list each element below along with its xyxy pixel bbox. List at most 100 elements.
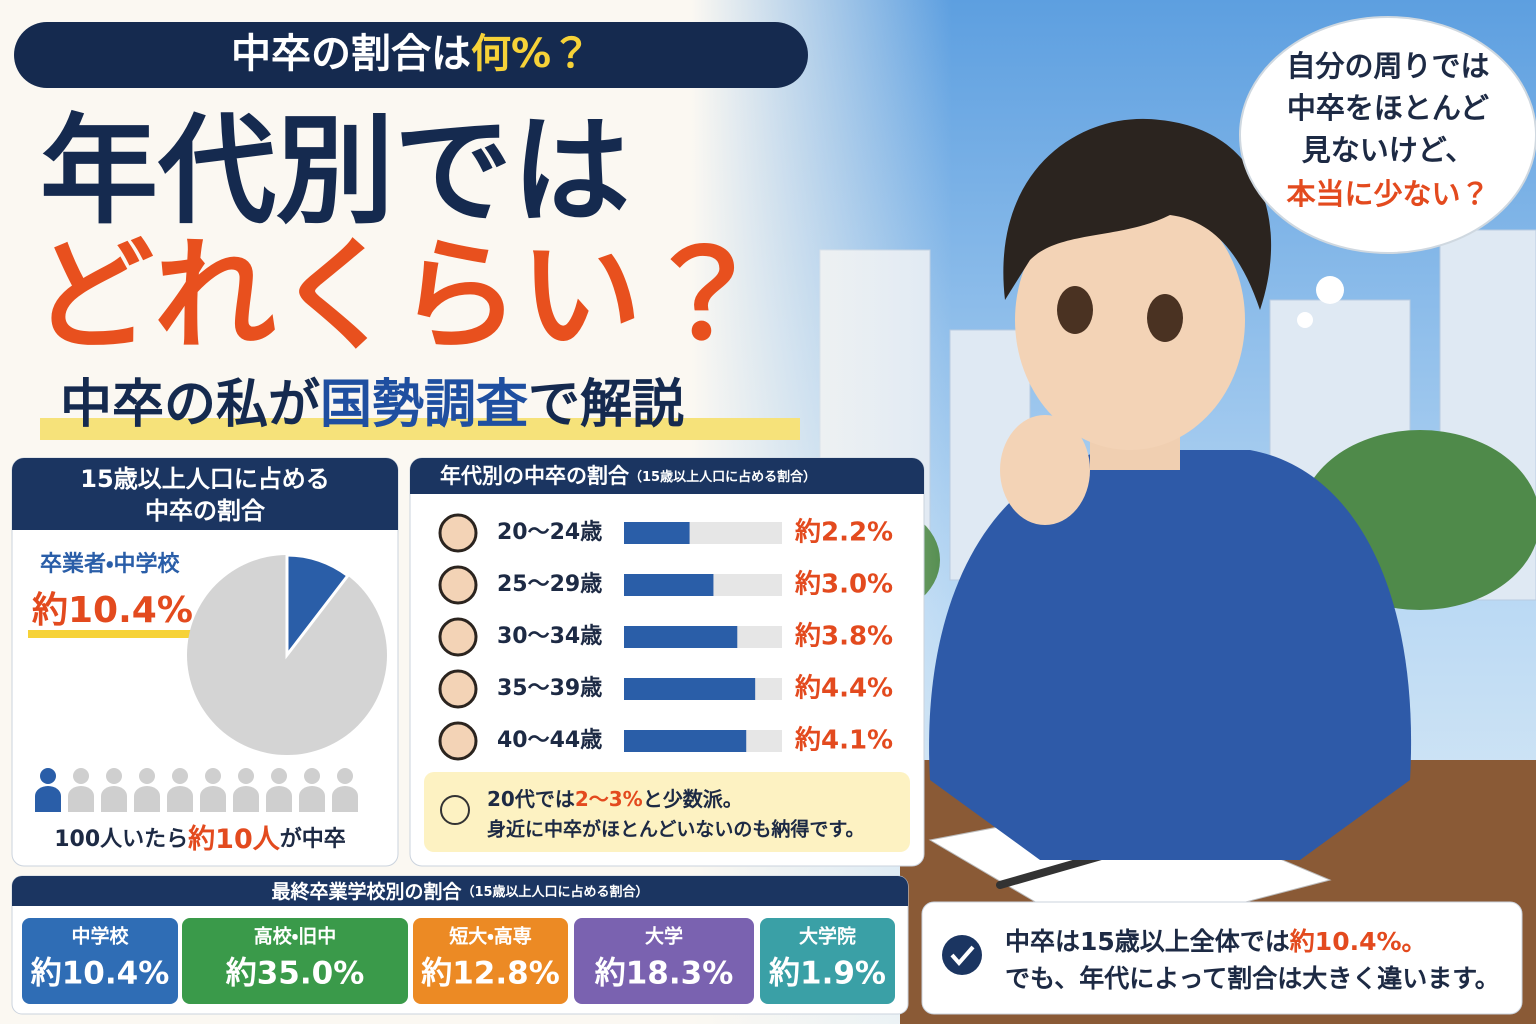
card (22, 918, 178, 1004)
caption-part: 100人いたら (54, 827, 188, 852)
value-label: 約3.8% (794, 621, 893, 652)
conclusion-text: でも、年代によって割合は大きく違います。 (1005, 964, 1500, 993)
subtitle-part: 中卒の私が (60, 375, 320, 435)
title-line: 年代別では (40, 102, 630, 240)
tip-part: 20代では (487, 787, 575, 811)
person-head (139, 768, 155, 784)
title-note: （15歳以上人口に占める割合） (461, 884, 648, 900)
bar (624, 678, 756, 700)
card-value: 約1.9% (769, 956, 886, 992)
subtitle: 中卒の私が国勢調査で解説 (60, 375, 684, 435)
caption-part: が中卒 (280, 826, 346, 852)
caption-highlight: 約10人 (187, 824, 281, 855)
badge-highlight: 何%？ (471, 31, 591, 77)
highlight (40, 418, 800, 440)
person-body (35, 786, 61, 812)
pie-slice (285, 553, 350, 660)
pie-label: 卒業者・中学校 (40, 551, 180, 577)
person-head (337, 768, 353, 784)
underline (28, 630, 200, 638)
category-label: 20〜24歳 (497, 520, 602, 545)
avatar (438, 721, 478, 761)
face (1015, 190, 1245, 450)
value-label: 約4.1% (794, 725, 893, 756)
card-value: 約35.0% (226, 956, 365, 992)
bar (624, 522, 690, 544)
conclusion-box (921, 901, 1523, 1015)
badge-part: 中卒の割合は (231, 31, 471, 77)
people-caption: 100人いたら約10人が中卒 (54, 824, 346, 855)
badge (14, 22, 808, 88)
panel-title: 年代別の中卒の割合（15歳以上人口に占める割合） (440, 464, 816, 488)
value-label: 約3.0% (794, 569, 893, 600)
value-label: 約2.2% (794, 517, 893, 548)
person-body (233, 786, 259, 812)
eye (1057, 286, 1093, 334)
bulb-icon (440, 795, 470, 825)
person-head (271, 768, 287, 784)
person-body (266, 786, 292, 812)
panel-header (12, 876, 908, 906)
bubble-text: 見ないけど、 (1302, 133, 1475, 167)
bar (624, 574, 714, 596)
card-title: 大学 (645, 925, 683, 948)
bubble-dot (1297, 312, 1313, 328)
panel-header (410, 458, 924, 494)
category-label: 35〜39歳 (497, 676, 602, 701)
badge-text: 中卒の割合は何%？ (231, 31, 591, 77)
category-label: 40〜44歳 (497, 728, 602, 753)
conclusion-highlight: 約10.4%。 (1289, 927, 1427, 956)
bubble-text: 自分の周りでは (1286, 49, 1489, 83)
subtitle-part: で解説 (528, 375, 684, 435)
title-note: （15歳以上人口に占める割合） (629, 469, 816, 485)
title-part: 最終卒業学校別の割合 (271, 880, 462, 903)
conclusion-part: 中卒は15歳以上全体では (1005, 927, 1290, 956)
hair (1003, 118, 1272, 310)
category-label: 25〜29歳 (497, 572, 602, 597)
card-value: 約12.8% (421, 956, 560, 992)
value-label: 約4.4% (794, 673, 893, 704)
card (182, 918, 408, 1004)
person-body (299, 786, 325, 812)
category-label: 30〜34歳 (497, 624, 602, 649)
person-head (106, 768, 122, 784)
title-part: 年代別の中卒の割合 (440, 464, 630, 488)
bubble-dot (1316, 276, 1344, 304)
card-value: 約10.4% (31, 956, 170, 992)
tip-box (424, 772, 910, 852)
check-icon (942, 935, 982, 975)
eye (1147, 294, 1183, 342)
conclusion-text: 中卒は15歳以上全体では約10.4%。 (1005, 927, 1427, 956)
check-mark (950, 945, 975, 967)
panel-title: 中卒の割合 (145, 497, 266, 525)
tip-highlight: 2〜3% (575, 787, 643, 811)
bar (624, 626, 738, 648)
person-body (167, 786, 193, 812)
person-body (200, 786, 226, 812)
tip-text: 身近に中卒がほとんどいないのも納得です。 (487, 818, 865, 841)
avatar (438, 565, 478, 605)
avatar (438, 669, 478, 709)
hand (1000, 415, 1090, 525)
bubble-text: 中卒をほとんど (1287, 91, 1489, 125)
card-value: 約18.3% (595, 956, 734, 992)
bubble-text: 本当に少ない？ (1286, 177, 1489, 211)
person-head (40, 768, 56, 784)
bar (624, 730, 747, 752)
tip-text: 20代では2〜3%と少数派。 (487, 787, 743, 811)
card (760, 918, 895, 1004)
pie-value-label: 約10.4% (32, 590, 193, 631)
person-head (304, 768, 320, 784)
card (413, 918, 568, 1004)
card (574, 918, 754, 1004)
panel-title: 15歳以上人口に占める (80, 465, 329, 493)
tip-part: と少数派。 (643, 787, 743, 811)
person-head (73, 768, 89, 784)
person-head (205, 768, 221, 784)
avatar (438, 617, 478, 657)
person-body (68, 786, 94, 812)
speech-bubble (1239, 16, 1536, 254)
avatar (438, 513, 478, 553)
sweater (929, 450, 1412, 860)
